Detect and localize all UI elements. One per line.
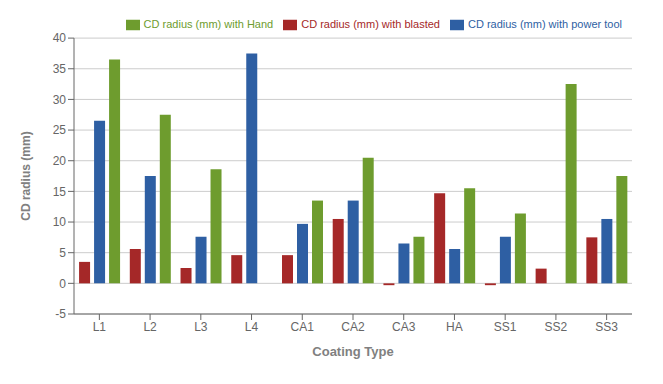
svg-text:10: 10 <box>53 215 67 229</box>
svg-text:40: 40 <box>53 31 67 45</box>
svg-text:30: 30 <box>53 93 67 107</box>
svg-text:35: 35 <box>53 62 67 76</box>
svg-text:CA3: CA3 <box>392 320 416 334</box>
svg-text:L3: L3 <box>194 320 208 334</box>
html-text:CD radius (mm) with blasted: CD radius (mm) with blasted <box>301 18 440 30</box>
svg-text:Coating Type: Coating Type <box>312 344 393 359</box>
svg-text:CA2: CA2 <box>341 320 365 334</box>
svg-text:L2: L2 <box>143 320 157 334</box>
svg-text:20: 20 <box>53 154 67 168</box>
svg-text:SS1: SS1 <box>494 320 517 334</box>
svg-text:0: 0 <box>59 277 66 291</box>
html-text:CD radius (mm) with power tool: CD radius (mm) with power tool <box>468 18 622 30</box>
svg-text:SS3: SS3 <box>595 320 618 334</box>
svg-text:CA1: CA1 <box>291 320 315 334</box>
svg-text:L1: L1 <box>93 320 107 334</box>
svg-text:-5: -5 <box>55 307 66 321</box>
svg-text:CD radius (mm): CD radius (mm) <box>19 131 33 220</box>
svg-text:SS2: SS2 <box>545 320 568 334</box>
svg-text:25: 25 <box>53 123 67 137</box>
svg-text:HA: HA <box>446 320 463 334</box>
svg-text:5: 5 <box>59 246 66 260</box>
svg-text:15: 15 <box>53 185 67 199</box>
svg-text:L4: L4 <box>245 320 259 334</box>
html-text:CD radius (mm) with Hand: CD radius (mm) with Hand <box>143 18 274 30</box>
